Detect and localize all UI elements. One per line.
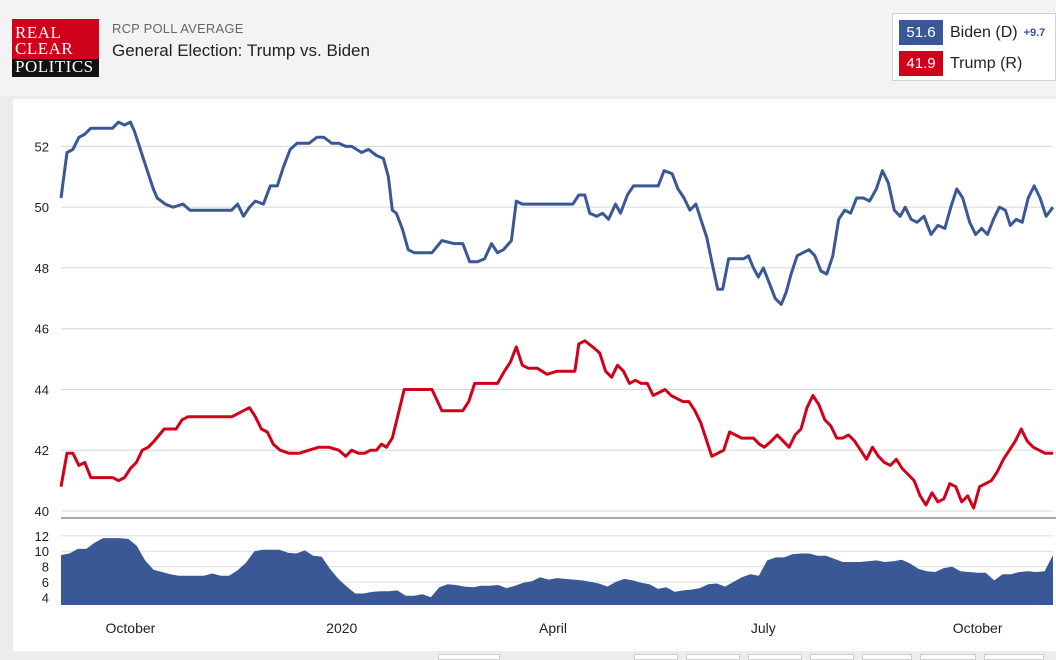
series-line-trump — [59, 339, 1053, 510]
legend-spread: +9.7 — [1023, 26, 1046, 39]
spread-y-tick-label: 4 — [42, 590, 49, 605]
y-tick-label: 52 — [35, 139, 49, 154]
x-tick-label: 2020 — [326, 620, 357, 636]
y-tick-label: 40 — [35, 504, 49, 519]
range-tab[interactable] — [438, 654, 500, 660]
chart-legend: 51.6 Biden (D) +9.7 41.9 Trump (R) — [892, 13, 1056, 81]
x-tick-label: October — [953, 620, 1003, 636]
y-tick-label: 44 — [35, 382, 49, 397]
range-tab[interactable] — [748, 654, 802, 660]
realclearpolitics-logo[interactable]: REAL CLEAR POLITICS — [12, 19, 99, 77]
range-tab[interactable] — [686, 654, 740, 660]
spread-y-tick-label: 8 — [42, 560, 49, 575]
chart-header: REAL CLEAR POLITICS RCP POLL AVERAGE Gen… — [0, 0, 1056, 96]
chart-kicker: RCP POLL AVERAGE — [112, 21, 244, 36]
x-tick-label: October — [106, 620, 156, 636]
series-line-biden — [59, 120, 1055, 306]
logo-line-1: REAL — [15, 23, 62, 42]
logo-red-band — [12, 19, 99, 59]
spread-y-tick-label: 10 — [35, 544, 49, 559]
y-tick-label: 46 — [35, 322, 49, 337]
range-tab[interactable] — [920, 654, 976, 660]
logo-line-3: POLITICS — [15, 57, 94, 76]
legend-item-biden[interactable]: 51.6 Biden (D) +9.7 — [899, 20, 1045, 45]
spread-area — [61, 538, 1053, 605]
x-tick-label: April — [539, 620, 567, 636]
chart-plot-area[interactable]: 40 42 44 46 48 50 52 4 6 8 10 12 October 2020 April Jul… — [13, 99, 1056, 651]
y-tick-label: 48 — [35, 261, 49, 276]
range-tab[interactable] — [810, 654, 854, 660]
logo-line-2: CLEAR — [15, 39, 74, 58]
legend-value-biden: 51.6 — [899, 20, 943, 45]
legend-value-trump: 41.9 — [899, 51, 943, 76]
range-tab[interactable] — [984, 654, 1044, 660]
range-tab[interactable] — [634, 654, 678, 660]
spread-y-tick-label: 6 — [42, 575, 49, 590]
y-tick-label: 50 — [35, 200, 49, 215]
spread-y-tick-label: 12 — [35, 529, 49, 544]
chart-title: General Election: Trump vs. Biden — [112, 41, 370, 60]
legend-name-trump: Trump (R) — [950, 54, 1023, 72]
x-tick-label: July — [751, 620, 776, 636]
range-tab[interactable] — [862, 654, 912, 660]
legend-name-biden: Biden (D) — [950, 23, 1018, 41]
legend-item-trump[interactable]: 41.9 Trump (R) — [899, 51, 1022, 76]
y-tick-label: 42 — [35, 443, 49, 458]
